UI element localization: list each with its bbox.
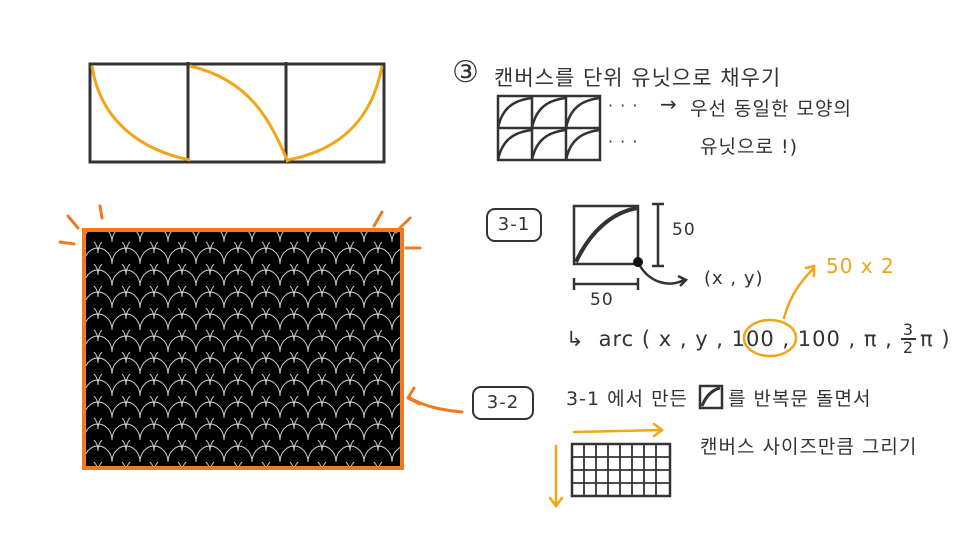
arc-prefix-arrow: ↳ bbox=[566, 327, 585, 351]
dots-row-2: · · · bbox=[608, 132, 639, 151]
unit-strip bbox=[88, 62, 386, 164]
note-line1: 우선 동일한 모양의 bbox=[690, 98, 852, 120]
arc-suffix: π ) bbox=[920, 327, 951, 351]
arc-call-text: arc ( x , y , 100 , 100 , π , bbox=[598, 327, 893, 351]
dots-row-1: · · · bbox=[608, 96, 639, 115]
arc-call: ↳ arc ( x , y , 100 , 100 , π , 3 2 π ) bbox=[566, 322, 951, 356]
step3-2-text-after: 를 반복문 돌면서 bbox=[728, 388, 872, 410]
point-label: (x , y) bbox=[704, 268, 764, 289]
tile-grid bbox=[570, 442, 672, 498]
unit-grid-small bbox=[496, 94, 602, 162]
step3-title: 캔버스를 단위 유닛으로 채우기 bbox=[494, 66, 782, 90]
step3-1-badge: 3-1 bbox=[486, 208, 542, 242]
emphasis-marks bbox=[58, 204, 422, 250]
size-annotation: 50 x 2 bbox=[826, 254, 895, 278]
step3-2-text-before: 3-1 에서 만든 bbox=[566, 388, 689, 410]
direction-arrows bbox=[548, 422, 665, 509]
step3-number: ③ bbox=[452, 55, 480, 90]
fraction-denominator: 2 bbox=[902, 338, 915, 357]
unit-icon-inline bbox=[698, 384, 724, 410]
height-label: 50 bbox=[672, 220, 696, 240]
note-arrow: → bbox=[660, 92, 678, 116]
fraction-numerator: 3 bbox=[900, 320, 917, 340]
width-label: 50 bbox=[590, 290, 614, 310]
origin-point bbox=[633, 257, 643, 267]
arc-fraction: 3 2 bbox=[900, 320, 917, 357]
unit-strip-curves bbox=[90, 64, 384, 163]
step3-2-badge: 3-2 bbox=[472, 386, 534, 420]
annotation-highlight bbox=[742, 264, 816, 358]
pointer-arrow bbox=[406, 386, 464, 414]
pattern-canvas bbox=[82, 228, 404, 470]
step3-2-line2: 캔버스 사이즈만큼 그리기 bbox=[700, 436, 918, 458]
note-line2: 유닛으로 !) bbox=[700, 136, 798, 158]
unit-square bbox=[572, 202, 689, 290]
